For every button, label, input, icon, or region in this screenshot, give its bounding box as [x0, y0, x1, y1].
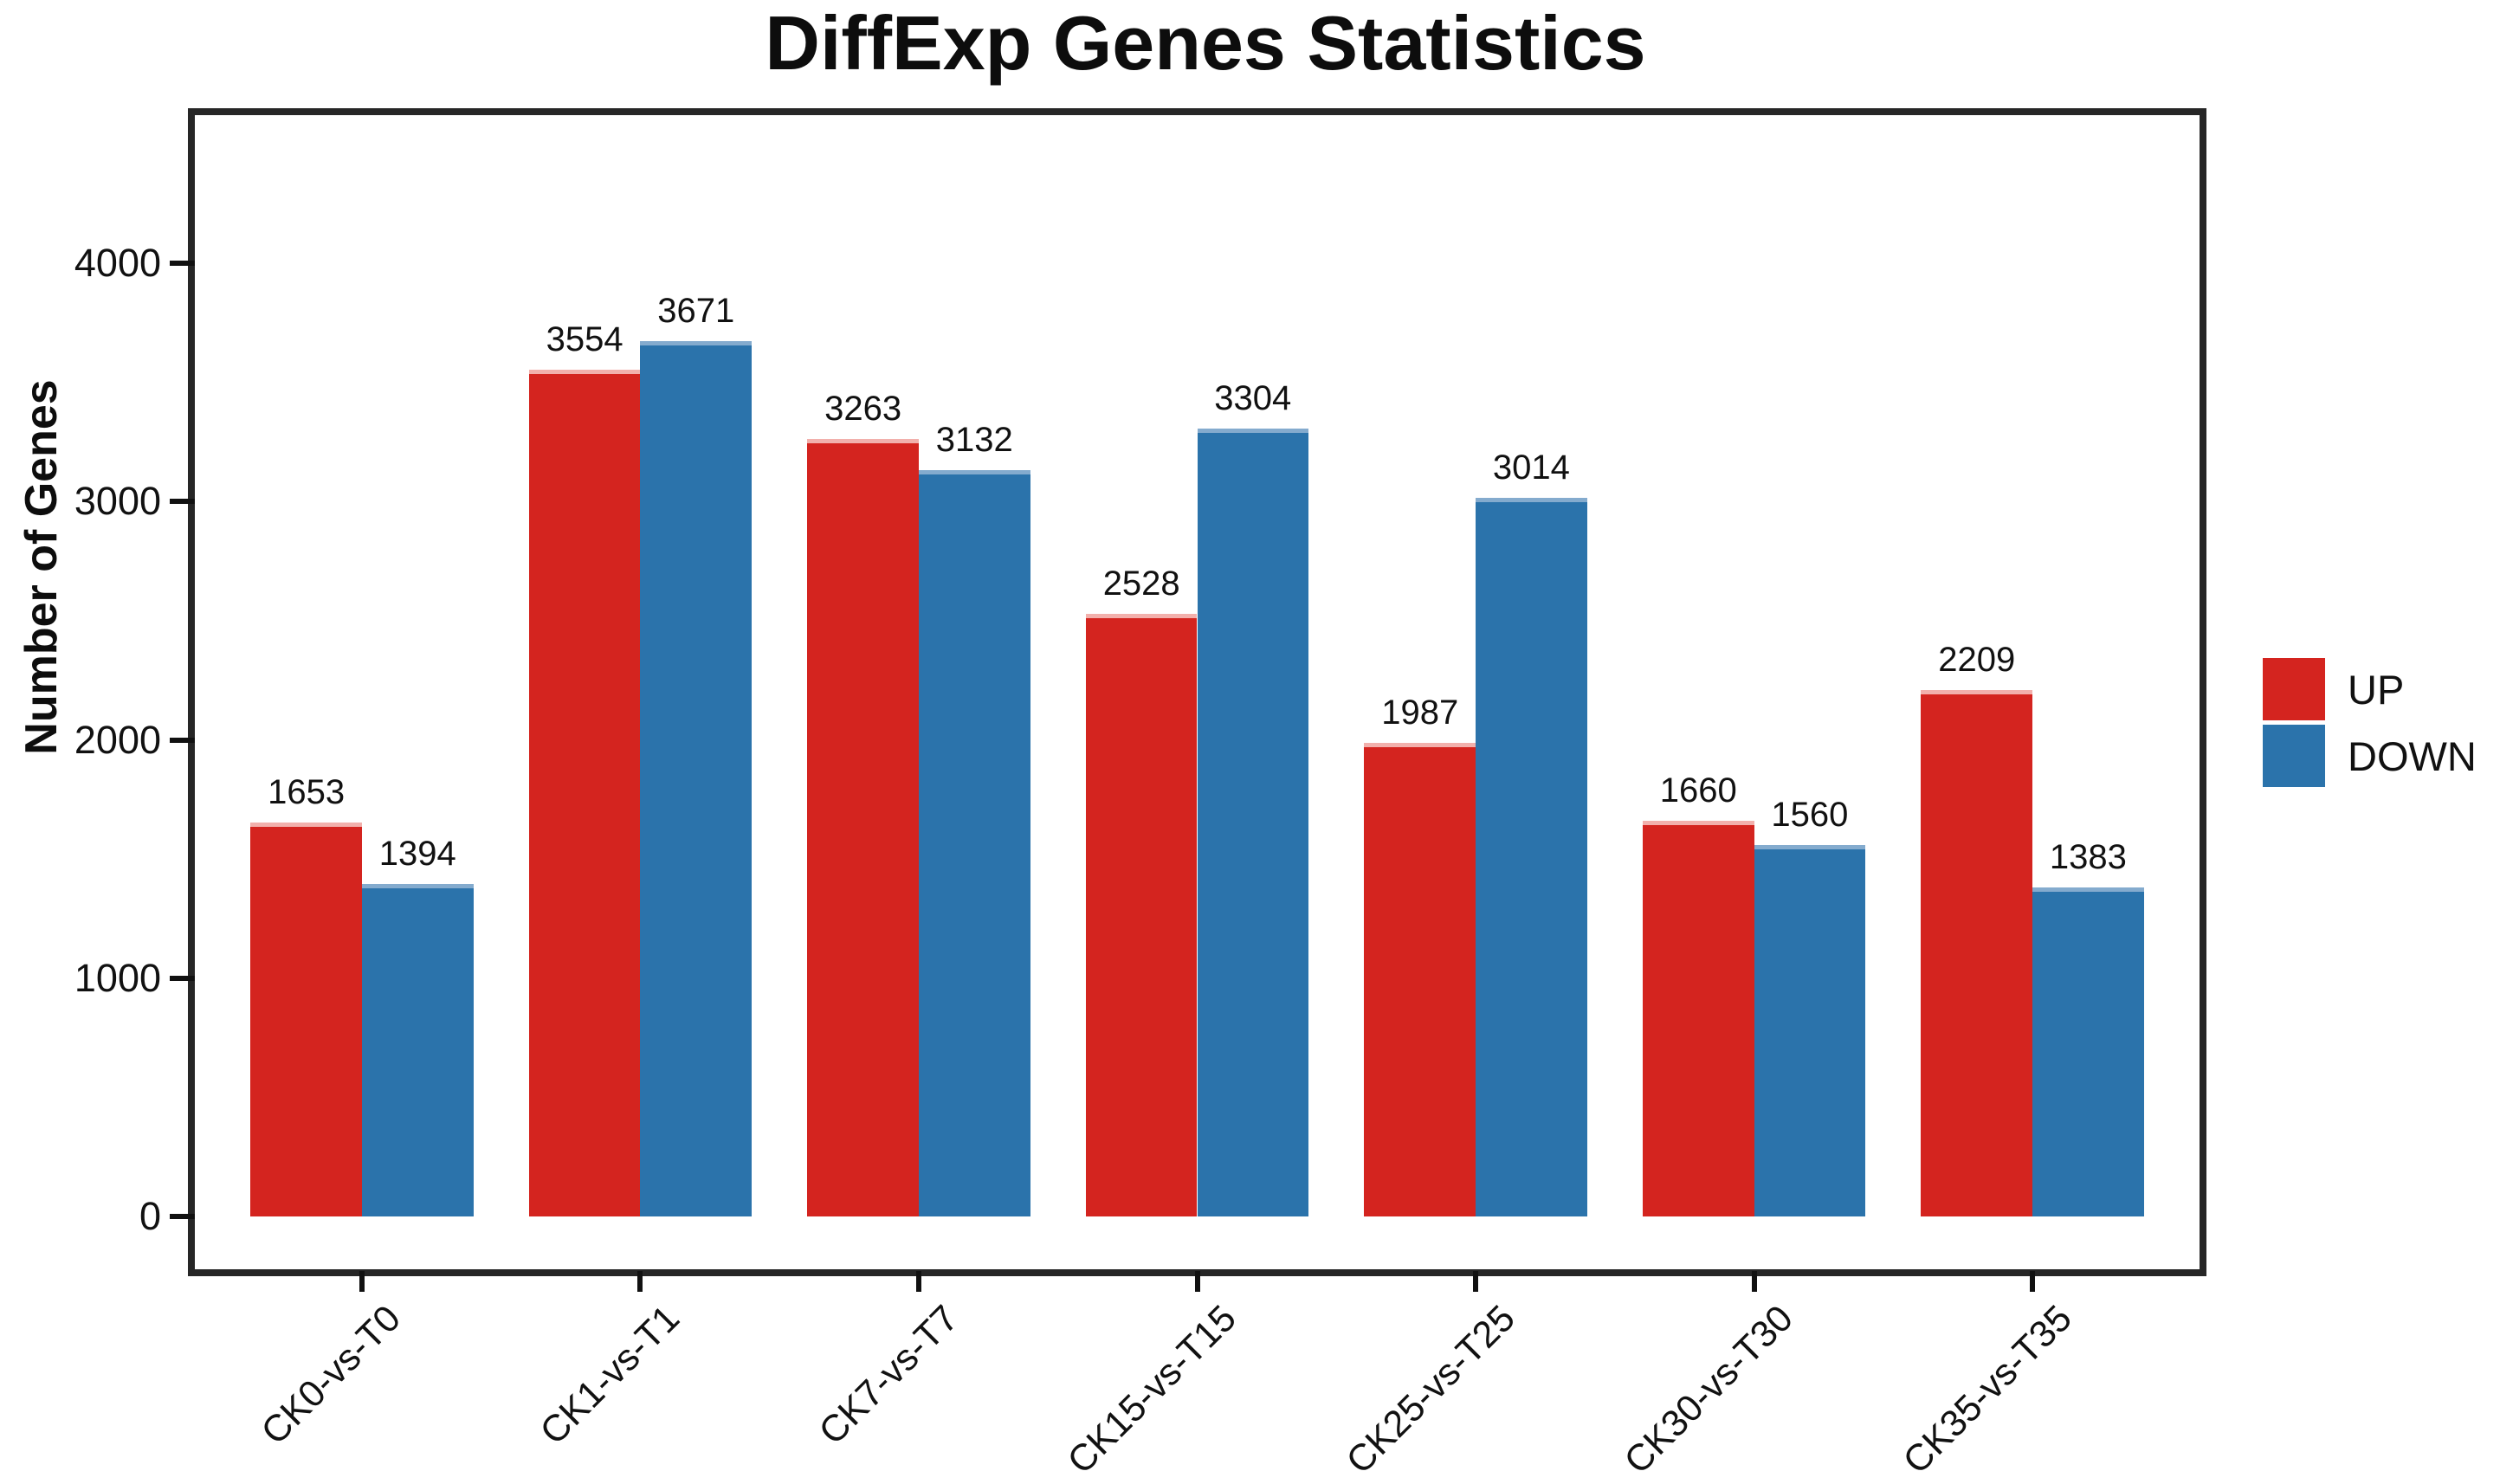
bar-value-label: 1653 — [268, 773, 346, 812]
y-tick-label: 1000 — [74, 955, 161, 1000]
legend: UP DOWN — [2263, 658, 2477, 787]
bar-value-label: 2528 — [1102, 565, 1180, 603]
x-tick — [1751, 1271, 1757, 1292]
y-tick — [170, 737, 195, 743]
bar-value-label: 3132 — [935, 420, 1013, 459]
bar-down — [918, 469, 1030, 1217]
bar-down — [1476, 498, 1587, 1217]
x-tick — [915, 1271, 921, 1292]
bar-down — [361, 884, 474, 1217]
bar-value-label: 1560 — [1771, 795, 1849, 834]
legend-item-up: UP — [2263, 658, 2477, 720]
bar-down — [640, 341, 753, 1217]
bar-up — [1085, 614, 1198, 1217]
x-tick — [2030, 1271, 2036, 1292]
bar-down — [1754, 844, 1866, 1217]
bar-value-label: 3014 — [1492, 448, 1570, 487]
legend-swatch-up — [2263, 658, 2325, 720]
legend-label-up: UP — [2348, 666, 2405, 713]
bar-value-label: 1394 — [378, 835, 456, 874]
bar-value-label: 3304 — [1214, 379, 1292, 418]
x-tick-label: CK25-vs-T25 — [1338, 1297, 1523, 1482]
legend-swatch-down — [2263, 725, 2325, 787]
x-tick-label: CK30-vs-T30 — [1617, 1297, 1802, 1482]
x-tick — [1194, 1271, 1200, 1292]
y-tick — [170, 499, 195, 505]
y-tick-label: 0 — [139, 1194, 161, 1239]
bar-down — [1197, 429, 1309, 1217]
bar-value-label: 1660 — [1659, 771, 1737, 810]
chart-title: DiffExp Genes Statistics — [765, 0, 1646, 86]
bar-up — [807, 438, 919, 1217]
bar-up — [1364, 743, 1476, 1217]
x-tick-label: CK35-vs-T35 — [1895, 1297, 2080, 1482]
bar-value-label: 1383 — [2049, 837, 2127, 876]
bar-value-label: 2209 — [1938, 641, 2016, 680]
bar-value-label: 3554 — [546, 319, 623, 358]
y-tick-label: 3000 — [74, 479, 161, 524]
bar-up — [528, 369, 641, 1217]
y-tick — [170, 975, 195, 981]
bar-value-label: 3263 — [824, 389, 902, 428]
y-tick — [170, 1214, 195, 1220]
y-tick-label: 2000 — [74, 717, 161, 762]
x-tick — [1473, 1271, 1479, 1292]
bar-value-label: 3671 — [657, 292, 735, 331]
x-tick — [359, 1271, 365, 1292]
legend-label-down: DOWN — [2348, 732, 2477, 779]
bar-down — [2032, 887, 2144, 1217]
bar-up — [1642, 821, 1754, 1217]
bar-up — [250, 823, 362, 1217]
x-tick — [637, 1271, 643, 1292]
legend-item-down: DOWN — [2263, 725, 2477, 787]
y-tick — [170, 260, 195, 266]
bar-up — [1921, 690, 2033, 1217]
x-tick-label: CK0-vs-T0 — [254, 1297, 410, 1453]
x-tick-label: CK7-vs-T7 — [811, 1297, 966, 1453]
y-axis-label: Number of Genes — [16, 379, 67, 755]
bar-value-label: 1987 — [1381, 694, 1459, 732]
x-tick-label: CK15-vs-T15 — [1059, 1297, 1245, 1482]
x-tick-label: CK1-vs-T1 — [532, 1297, 688, 1453]
y-tick-label: 4000 — [74, 240, 161, 285]
